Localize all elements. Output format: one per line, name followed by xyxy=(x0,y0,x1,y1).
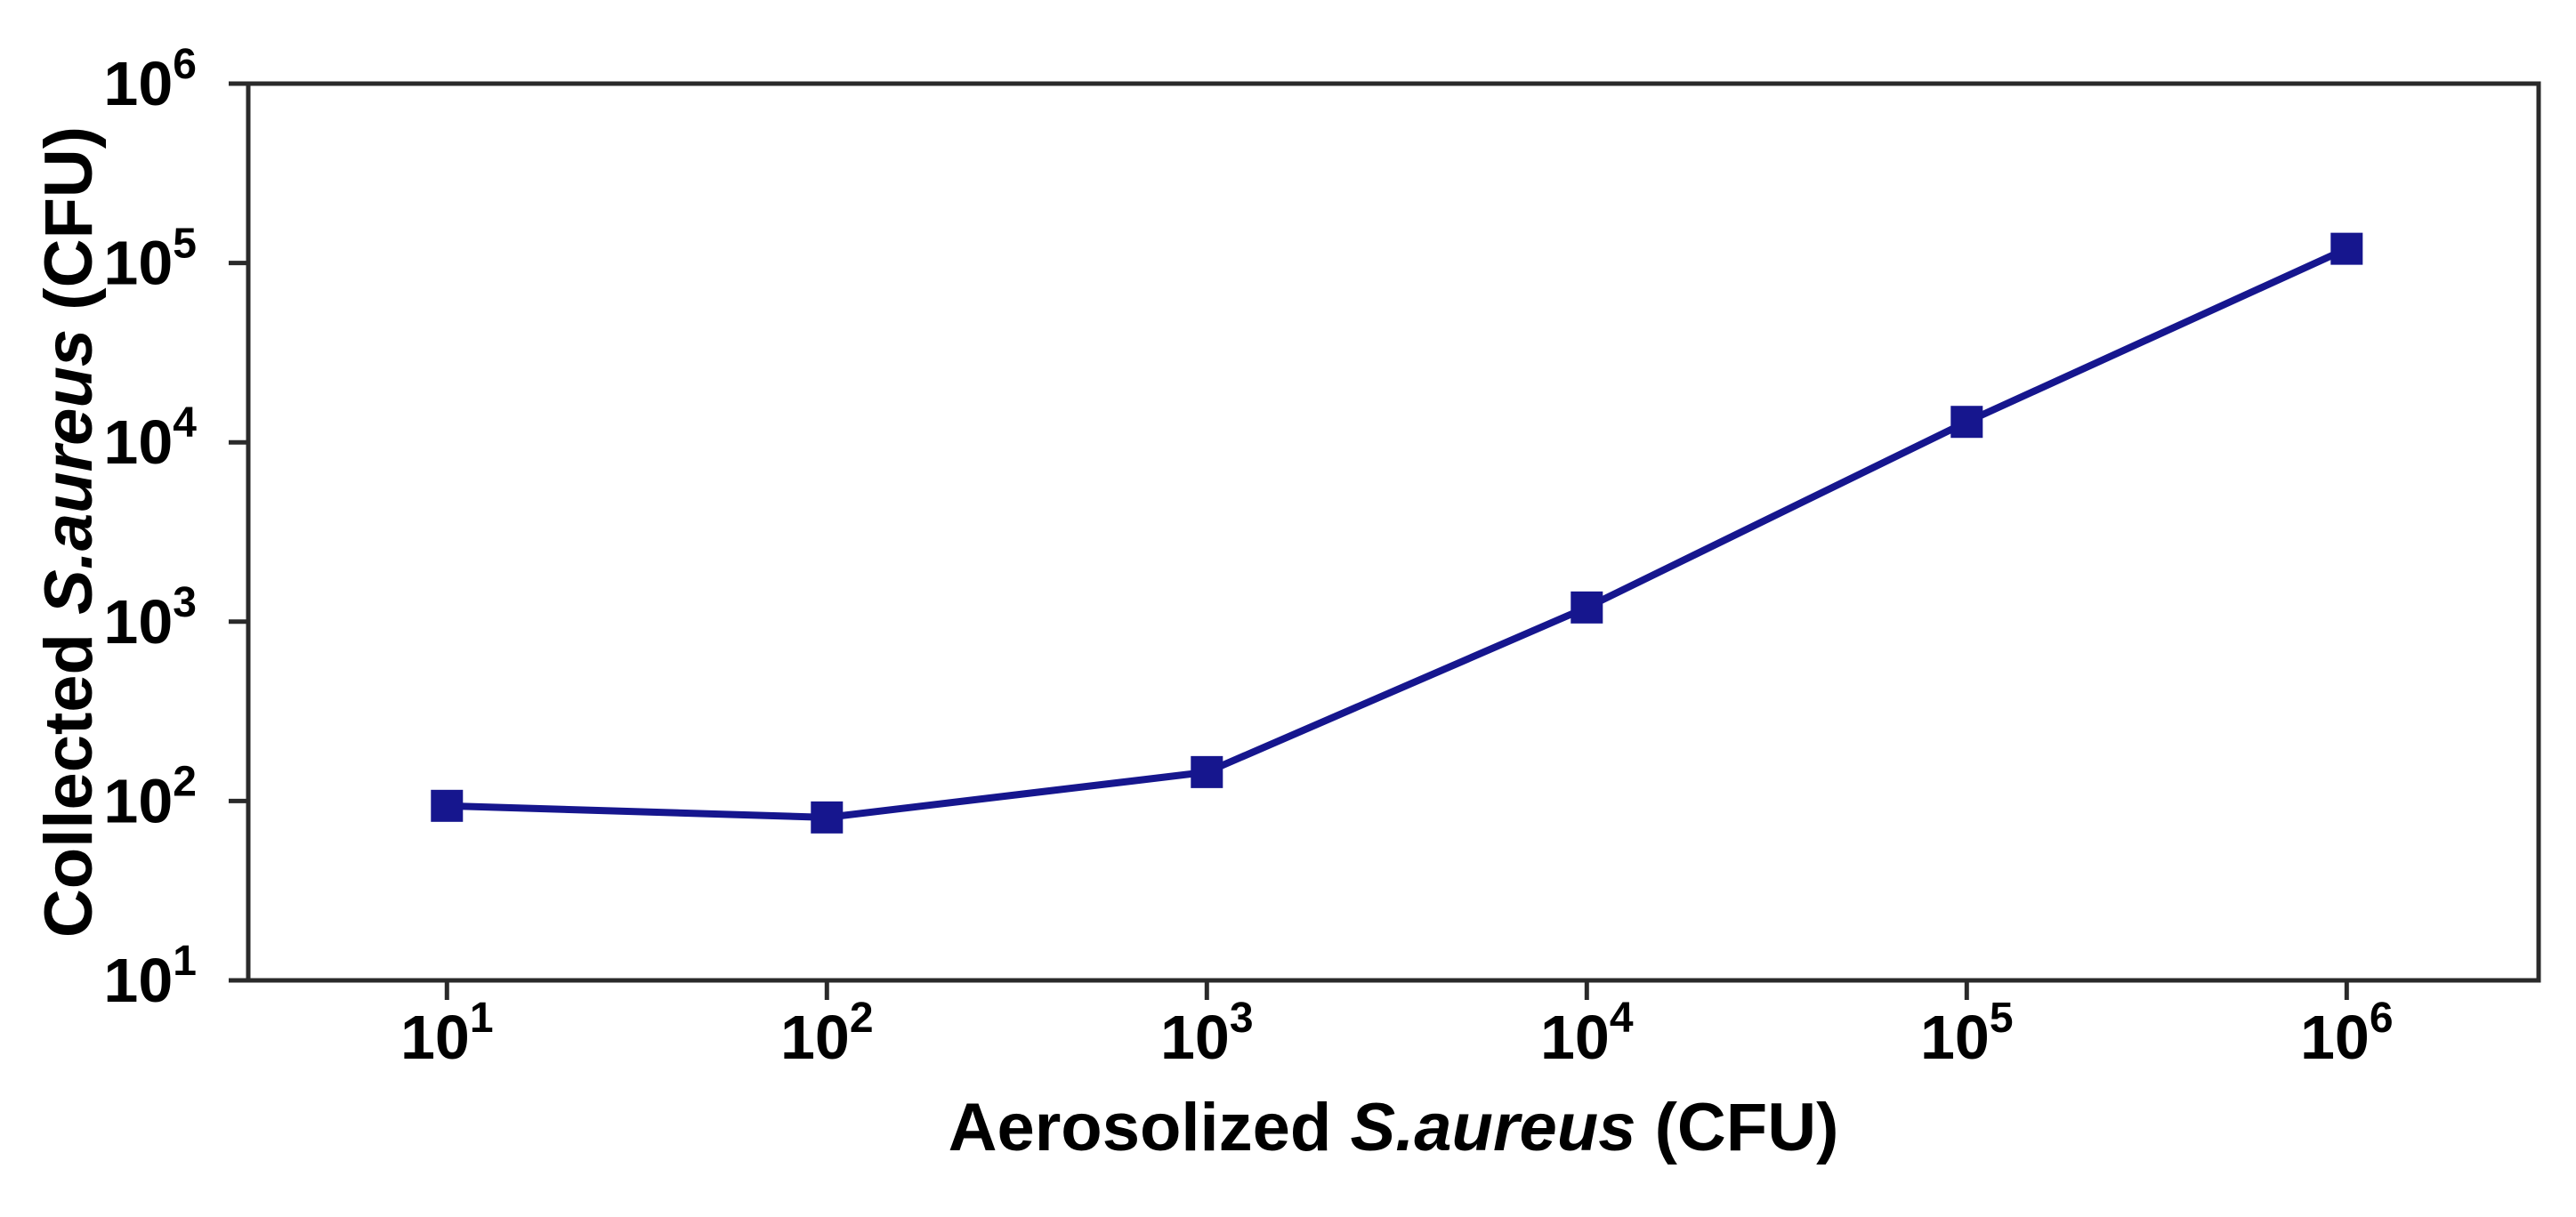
plot-frame xyxy=(246,81,2541,983)
data-point-marker xyxy=(1191,755,1223,788)
y-tick-label: 105 xyxy=(103,221,197,298)
x-tick-label: 102 xyxy=(780,995,874,1072)
y-axis-title: Collected S.aureus (CFU) xyxy=(31,126,107,938)
y-tick-label: 102 xyxy=(103,758,197,835)
x-tick-label: 105 xyxy=(1920,995,2014,1072)
series-line xyxy=(447,245,2348,821)
x-tick-label: 104 xyxy=(1540,995,1634,1072)
y-tick-label: 101 xyxy=(103,938,197,1015)
data-point-marker xyxy=(431,789,464,822)
x-tick-label: 101 xyxy=(400,995,494,1072)
data-point-marker xyxy=(1950,406,1983,439)
data-point-marker xyxy=(811,801,844,834)
x-tick-label: 103 xyxy=(1160,995,1254,1072)
y-tick-label: 103 xyxy=(103,579,197,657)
data-point-marker xyxy=(1571,591,1603,624)
x-tick-label: 106 xyxy=(2300,995,2394,1072)
y-tick-label: 104 xyxy=(103,399,197,477)
y-tick-label: 106 xyxy=(103,41,197,118)
data-point-marker xyxy=(2330,232,2363,265)
x-axis-title: Aerosolized S.aureus (CFU) xyxy=(949,1090,1839,1165)
